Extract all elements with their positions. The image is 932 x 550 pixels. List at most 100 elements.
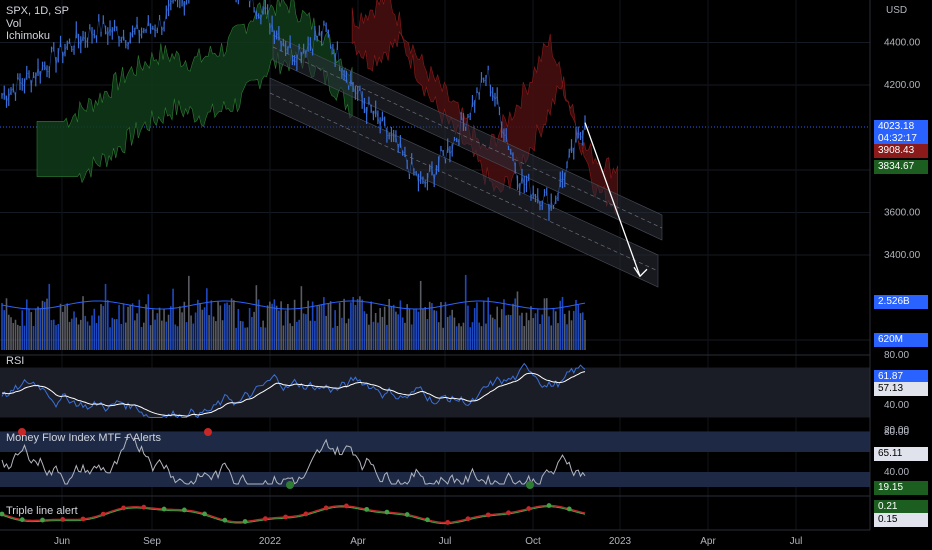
volume-bar — [491, 317, 494, 350]
time-tick-label: Apr — [700, 536, 716, 547]
regression-channel — [269, 34, 663, 288]
volume-bar — [512, 303, 514, 350]
triple-signal-dot — [80, 516, 86, 522]
volume-bar — [514, 298, 517, 350]
volume-bar — [50, 320, 53, 350]
volume-bar — [314, 320, 316, 350]
triple-signal-dot — [222, 517, 228, 523]
volume-bar — [136, 313, 138, 350]
volume-bar — [584, 320, 586, 350]
volume-bar — [14, 319, 17, 350]
legend-vol[interactable]: Vol — [6, 18, 22, 30]
volume-bar — [253, 311, 255, 350]
volume-bar — [341, 317, 343, 350]
volume-bar — [539, 324, 541, 350]
triple-signal-dot — [262, 516, 268, 522]
time-tick-label: 2023 — [609, 536, 632, 547]
volume-bar — [278, 310, 280, 350]
volume-bar — [115, 319, 118, 350]
volume-bar — [158, 307, 161, 350]
volume-bar — [530, 306, 532, 350]
cloud-lower-badge: 3834.67 — [874, 160, 928, 174]
volume-bar — [318, 304, 321, 350]
time-tick-label: Jul — [439, 536, 452, 547]
volume-bar — [329, 301, 332, 350]
price-tick-label: 3600.00 — [884, 208, 921, 219]
time-tick-label: Apr — [350, 536, 366, 547]
triple-lower-badge: 0.15 — [874, 513, 928, 527]
triple-signal-dot — [60, 516, 66, 522]
volume-bar — [482, 300, 485, 350]
volume-bar — [406, 304, 408, 350]
triple-upper-badge: 0.21 — [874, 500, 928, 514]
volume-bar — [140, 326, 143, 350]
legend-mfi[interactable]: Money Flow Index MTF + Alerts — [6, 432, 161, 444]
legend-symbol[interactable]: SPX, 1D, SP — [6, 5, 69, 17]
volume-bar — [566, 324, 568, 350]
volume-bar — [91, 315, 93, 350]
volume-bar — [536, 309, 539, 350]
mfi-signal-marker — [526, 481, 534, 489]
volume-bar — [55, 325, 57, 350]
volume-bar — [334, 310, 336, 350]
volume-bar — [271, 303, 273, 350]
volume-bar — [433, 310, 435, 350]
volume-bar — [350, 302, 352, 350]
volume-bar — [138, 299, 141, 350]
volume-bar — [507, 314, 510, 350]
mfi-line — [1, 433, 586, 486]
volume-bar — [1, 302, 3, 350]
volume-bar — [363, 311, 366, 350]
volume-bar — [386, 324, 388, 350]
volume-bar — [59, 303, 62, 350]
volume-bar — [413, 308, 415, 350]
volume-bar — [97, 315, 100, 350]
rsi-band — [0, 367, 870, 418]
volume-bar — [431, 303, 433, 350]
volume-bar — [446, 316, 449, 350]
triple-signal-dot — [0, 511, 5, 517]
volume-bar — [68, 321, 71, 350]
volume-bar — [311, 301, 314, 350]
volume-bar — [545, 298, 548, 350]
volume-bar — [581, 312, 584, 350]
mfi-low-badge: 19.15 — [874, 481, 928, 495]
volume-bar — [273, 299, 276, 350]
legend-ichimoku[interactable]: Ichimoku — [6, 30, 51, 42]
volume-bar — [426, 318, 429, 350]
volume-bar — [12, 323, 15, 350]
volume-bar — [75, 317, 78, 350]
volume-bar — [305, 314, 307, 350]
legend-triple[interactable]: Triple line alert — [6, 505, 78, 517]
volume-bar — [61, 311, 64, 350]
volume-bar — [548, 316, 550, 350]
volume-bar — [361, 299, 363, 350]
volume-bar — [570, 320, 573, 350]
volume-bar — [145, 304, 147, 350]
volume-bar — [122, 304, 125, 350]
volume-bar — [422, 308, 424, 350]
triple-signal-dot — [465, 516, 471, 522]
volume-bar — [415, 308, 417, 350]
legend-rsi[interactable]: RSI — [6, 355, 25, 367]
volume-bar — [147, 294, 150, 350]
volume-bar — [296, 321, 298, 350]
volume-bar — [291, 326, 294, 350]
volume-bar — [487, 297, 490, 350]
volume-bar — [300, 286, 303, 350]
volume-bar — [419, 280, 422, 350]
volume-bar — [113, 319, 116, 350]
mfi-band-upper — [0, 432, 870, 452]
volume-bar — [176, 326, 179, 350]
volume-bar — [496, 306, 499, 350]
volume-bar — [84, 315, 87, 350]
volume-bar — [275, 305, 278, 350]
price-tick-label: 3400.00 — [884, 250, 921, 261]
mfi-signal-marker — [204, 428, 212, 436]
volume-bar — [5, 298, 8, 350]
triple-signal-dot — [141, 504, 147, 510]
rsi-tick-label: 80.00 — [884, 350, 909, 361]
volume-bar — [255, 285, 258, 350]
volume-bar — [257, 299, 260, 350]
